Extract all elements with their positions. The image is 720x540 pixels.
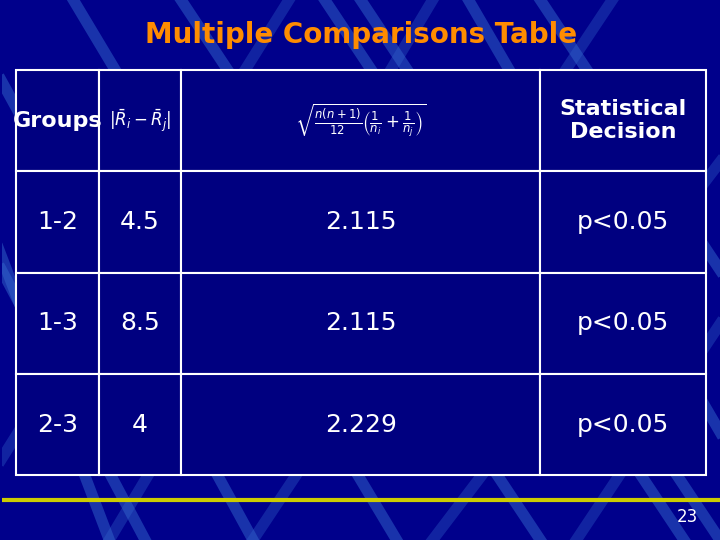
Text: 4: 4 <box>132 413 148 436</box>
Text: 1-3: 1-3 <box>37 312 78 335</box>
Text: 2.229: 2.229 <box>325 413 397 436</box>
FancyBboxPatch shape <box>16 70 99 172</box>
FancyBboxPatch shape <box>540 172 706 273</box>
Text: p<0.05: p<0.05 <box>577 312 669 335</box>
FancyBboxPatch shape <box>540 273 706 374</box>
Text: p<0.05: p<0.05 <box>577 413 669 436</box>
Text: 8.5: 8.5 <box>120 312 160 335</box>
FancyBboxPatch shape <box>181 70 540 172</box>
Text: 2-3: 2-3 <box>37 413 78 436</box>
FancyBboxPatch shape <box>540 374 706 475</box>
FancyBboxPatch shape <box>181 172 540 273</box>
Text: Groups: Groups <box>12 111 102 131</box>
FancyBboxPatch shape <box>16 374 99 475</box>
Text: Multiple Comparisons Table: Multiple Comparisons Table <box>145 21 577 49</box>
FancyBboxPatch shape <box>540 70 706 172</box>
Text: 1-2: 1-2 <box>37 210 78 234</box>
Text: 23: 23 <box>678 509 698 526</box>
FancyBboxPatch shape <box>99 172 181 273</box>
FancyBboxPatch shape <box>181 374 540 475</box>
FancyBboxPatch shape <box>181 273 540 374</box>
FancyBboxPatch shape <box>16 273 99 374</box>
FancyBboxPatch shape <box>16 172 99 273</box>
Text: $\sqrt{\frac{n(n+1)}{12}\left(\frac{1}{n_i}+\frac{1}{n_j}\right)}$: $\sqrt{\frac{n(n+1)}{12}\left(\frac{1}{n… <box>295 102 426 139</box>
Text: p<0.05: p<0.05 <box>577 210 669 234</box>
Text: Statistical
Decision: Statistical Decision <box>559 99 686 143</box>
Text: 4.5: 4.5 <box>120 210 160 234</box>
Text: $|\bar{R}_i - \bar{R}_j|$: $|\bar{R}_i - \bar{R}_j|$ <box>109 107 171 134</box>
FancyBboxPatch shape <box>99 374 181 475</box>
FancyBboxPatch shape <box>99 70 181 172</box>
FancyBboxPatch shape <box>99 273 181 374</box>
Text: 2.115: 2.115 <box>325 312 397 335</box>
Text: 2.115: 2.115 <box>325 210 397 234</box>
